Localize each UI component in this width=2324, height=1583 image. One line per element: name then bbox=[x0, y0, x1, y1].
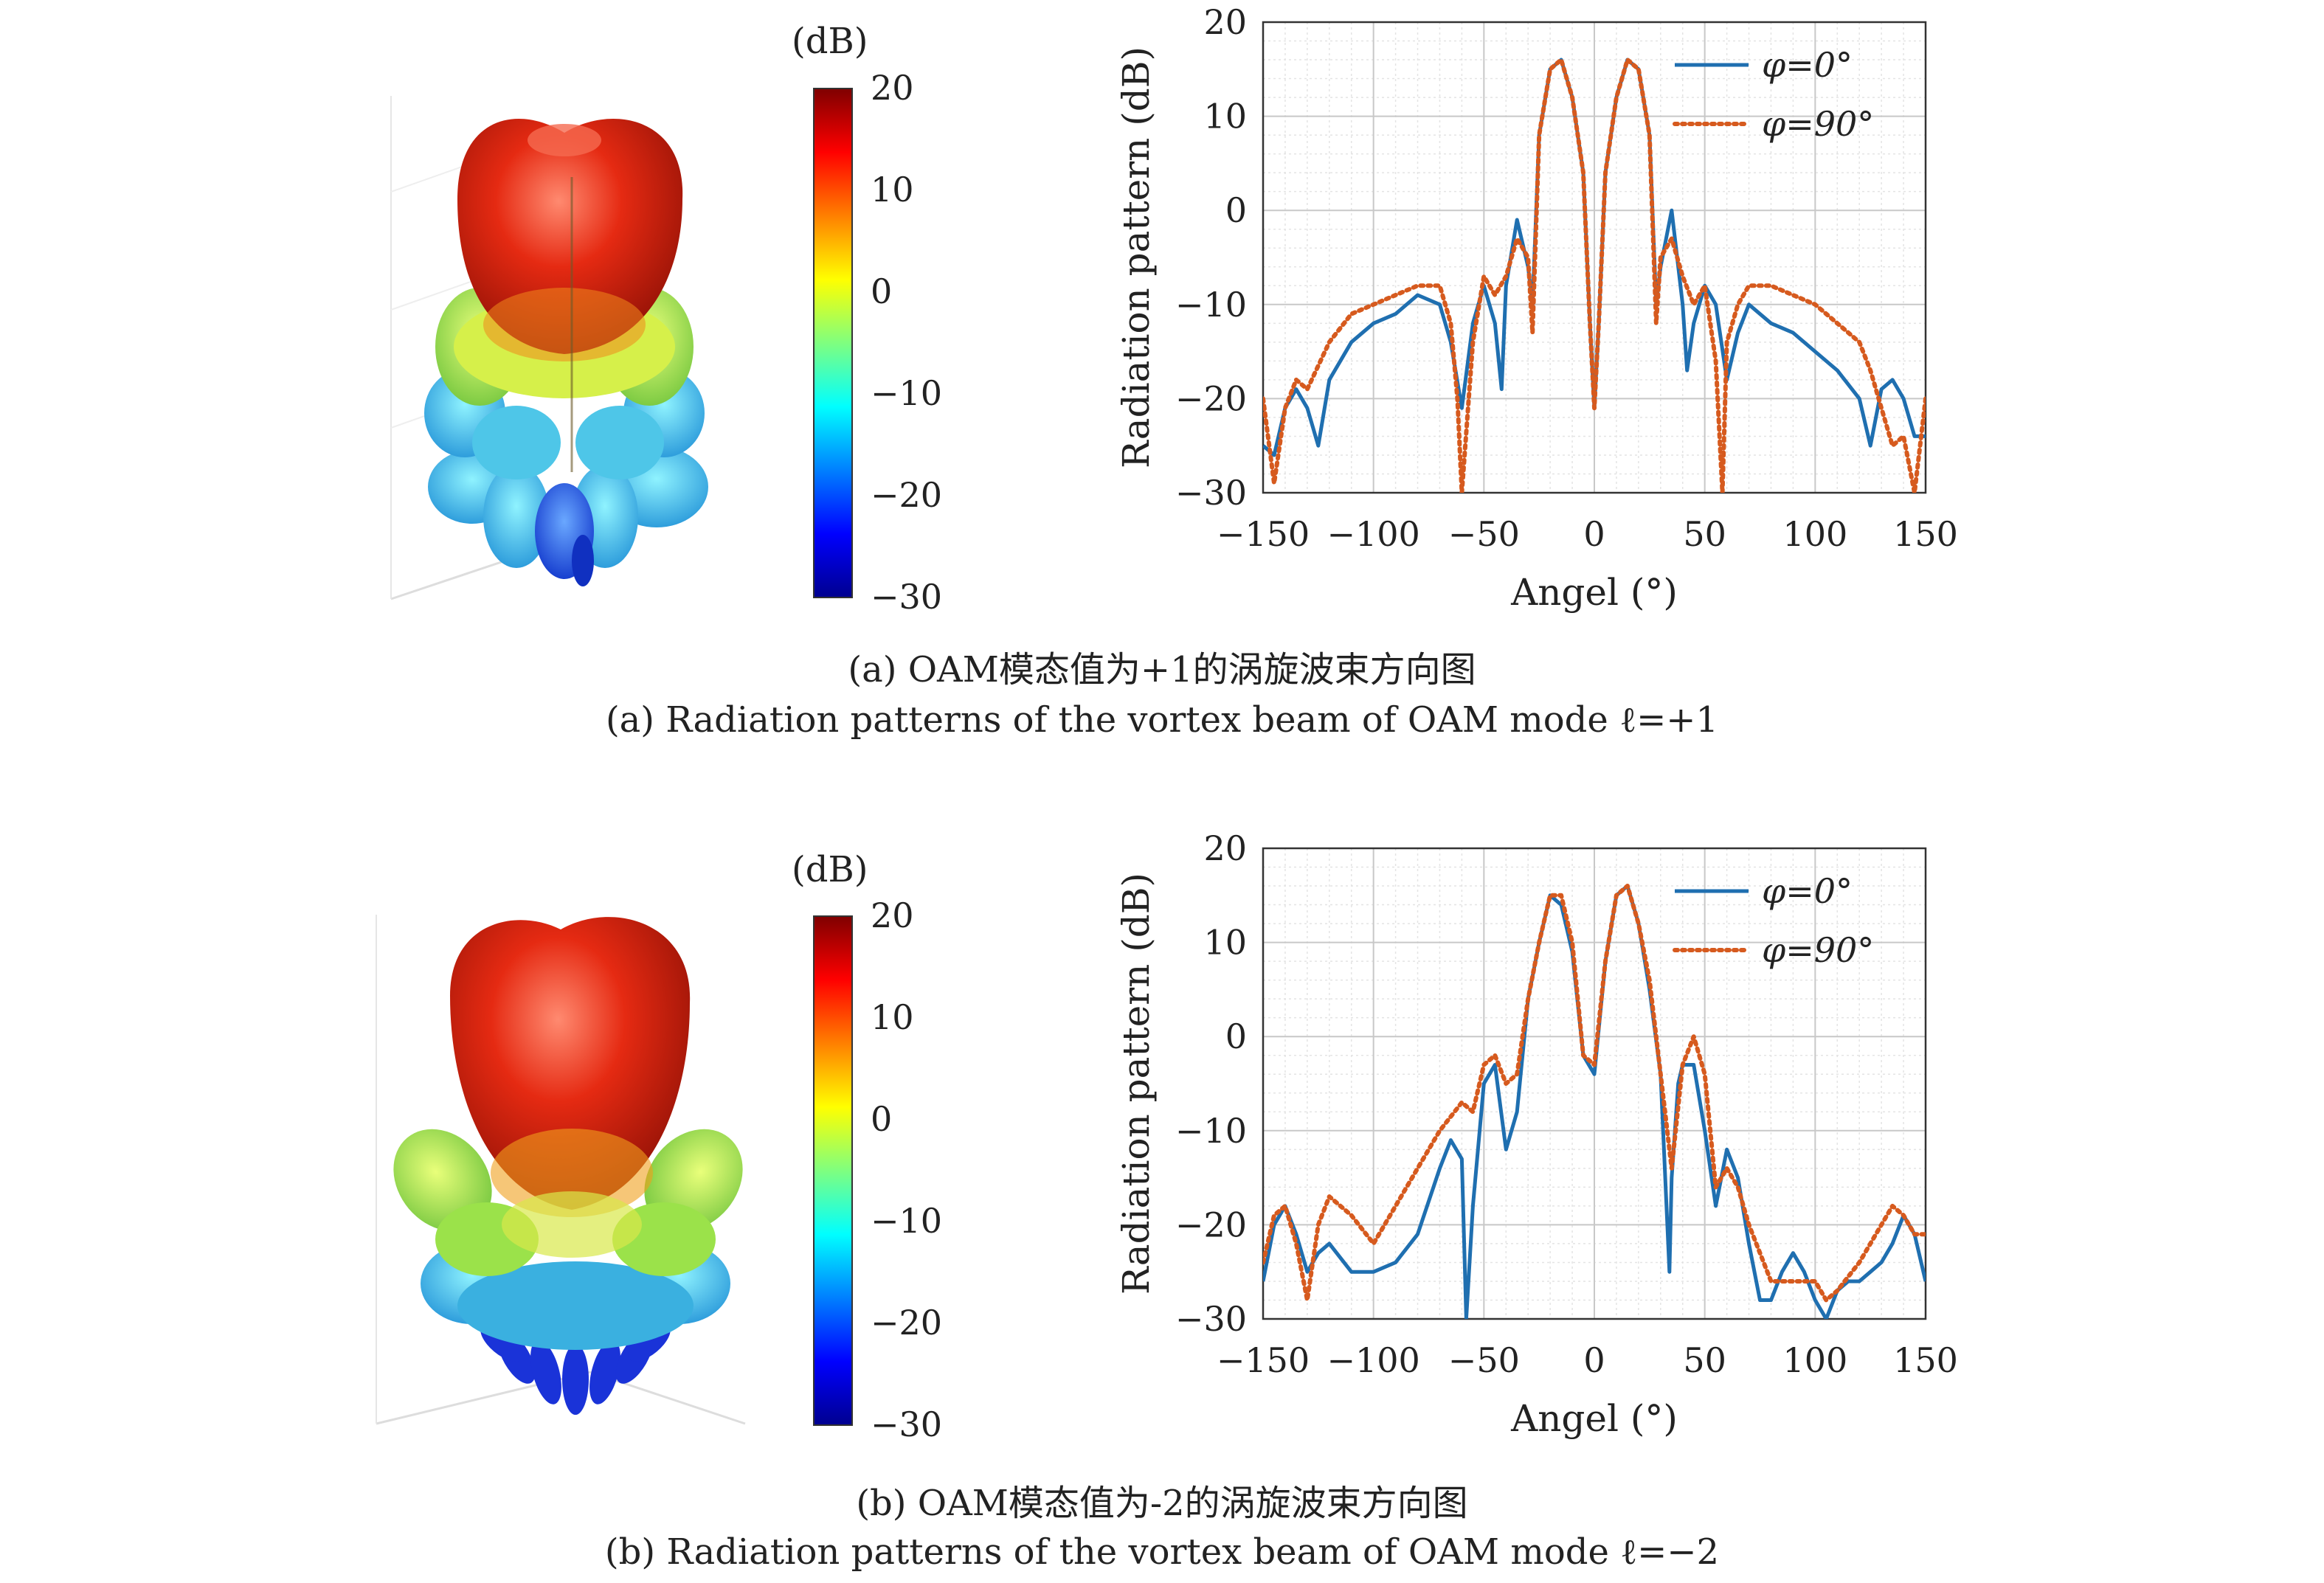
colorbar-tick: 10 bbox=[871, 997, 914, 1037]
y-axis-label: Radiation pattern (dB) bbox=[1115, 873, 1158, 1295]
x-tick-label: 150 bbox=[1893, 514, 1958, 554]
x-tick-label: 50 bbox=[1683, 1340, 1726, 1380]
colorbar-tick: −10 bbox=[871, 373, 942, 413]
x-tick-label: 100 bbox=[1782, 514, 1847, 554]
colorbar-tick: 0 bbox=[871, 1099, 892, 1139]
figure-panel-b: (dB) 20 10 0 −10 −20 −30 −150 −100 −50 0 50 1… bbox=[376, 828, 1958, 1444]
y-tick-label: 0 bbox=[1225, 1016, 1247, 1056]
y-tick-label: 20 bbox=[1203, 2, 1247, 42]
plot-frame bbox=[1262, 21, 1927, 494]
x-tick-label: −150 bbox=[1217, 514, 1310, 554]
caption-en-a: (a) Radiation patterns of the vortex bea… bbox=[605, 699, 1719, 741]
plot-frame bbox=[1262, 847, 1927, 1320]
x-tick-label: −50 bbox=[1448, 1340, 1520, 1380]
x-tick-label: −100 bbox=[1327, 1340, 1419, 1380]
caption-cn-b: (b) OAM模态值为-2的涡旋波束方向图 bbox=[856, 1483, 1468, 1524]
y-tick-label: 10 bbox=[1203, 97, 1247, 136]
major-grid bbox=[1262, 848, 1926, 1320]
y-tick-label: −20 bbox=[1175, 378, 1247, 418]
legend: φ=0° φ=90° bbox=[1673, 45, 1874, 144]
x-tick-label: 0 bbox=[1583, 1340, 1605, 1380]
colorbar-a: (dB) 20 10 0 −10 −20 −30 bbox=[792, 21, 942, 617]
legend-label: φ=0° bbox=[1762, 871, 1853, 911]
x-tick-label: 0 bbox=[1583, 514, 1605, 554]
3d-radiation-pattern-a bbox=[390, 96, 708, 600]
colorbar-tick: 20 bbox=[871, 68, 914, 108]
line-chart-a: −150 −100 −50 0 50 100 150−30−20−1001020Angel … bbox=[1115, 2, 1958, 614]
legend-label: φ=90° bbox=[1762, 104, 1874, 144]
line-chart-b: −150 −100 −50 0 50 100 150−30−20−1001020Angel … bbox=[1115, 828, 1958, 1440]
y-tick-label: −30 bbox=[1175, 1299, 1247, 1339]
3d-radiation-pattern-b bbox=[376, 915, 746, 1425]
legend-label: φ=0° bbox=[1762, 45, 1853, 85]
y-tick-label: 10 bbox=[1203, 923, 1247, 963]
colorbar-tick-labels: 20 10 0 −10 −20 −30 bbox=[871, 68, 942, 617]
colorbar-tick: −30 bbox=[871, 577, 942, 617]
x-tick-label: 100 bbox=[1782, 1340, 1847, 1380]
x-axis-label: Angel (°) bbox=[1510, 1397, 1678, 1440]
series-line-1 bbox=[1263, 58, 1926, 493]
colorbar-tick: −30 bbox=[871, 1404, 942, 1444]
x-tick-label: 50 bbox=[1683, 514, 1726, 554]
x-axis-label: Angel (°) bbox=[1510, 571, 1678, 614]
legend-label: φ=90° bbox=[1762, 930, 1874, 970]
colorbar-tick-labels: 20 10 0 −10 −20 −30 bbox=[871, 896, 942, 1444]
x-tick-label: −150 bbox=[1217, 1340, 1310, 1380]
colorbar-tick: −10 bbox=[871, 1201, 942, 1241]
x-tick-label: 150 bbox=[1893, 1340, 1958, 1380]
caption-cn-a: (a) OAM模态值为+1的涡旋波束方向图 bbox=[848, 649, 1476, 690]
series-line-1 bbox=[1263, 884, 1926, 1303]
colorbar-tick: −20 bbox=[871, 475, 942, 515]
y-tick-label: 0 bbox=[1225, 190, 1247, 230]
y-tick-label: −30 bbox=[1175, 473, 1247, 513]
x-tick-label: −100 bbox=[1327, 514, 1419, 554]
colorbar-tick: 20 bbox=[871, 896, 914, 935]
colorbar-tick: 0 bbox=[871, 271, 892, 311]
y-tick-label: −10 bbox=[1175, 285, 1247, 325]
colorbar-b: (dB) 20 10 0 −10 −20 −30 bbox=[792, 849, 942, 1444]
y-tick-label: −20 bbox=[1175, 1205, 1247, 1244]
y-tick-label: −10 bbox=[1175, 1111, 1247, 1151]
figure-panel-a: (dB) 20 10 0 −10 −20 −30 −150 −100 −50 0 50 1… bbox=[390, 2, 1958, 617]
caption-en-b: (b) Radiation patterns of the vortex bea… bbox=[604, 1531, 1720, 1573]
x-tick-label: −50 bbox=[1448, 514, 1520, 554]
legend: φ=0° φ=90° bbox=[1673, 871, 1874, 970]
y-axis-label: Radiation pattern (dB) bbox=[1115, 46, 1158, 468]
y-tick-label: 20 bbox=[1203, 828, 1247, 868]
colorbar-tick: −20 bbox=[871, 1303, 942, 1343]
major-grid bbox=[1262, 21, 1926, 493]
colorbar-title: (dB) bbox=[792, 849, 868, 890]
colorbar-tick: 10 bbox=[871, 170, 914, 209]
colorbar-title: (dB) bbox=[792, 21, 868, 62]
